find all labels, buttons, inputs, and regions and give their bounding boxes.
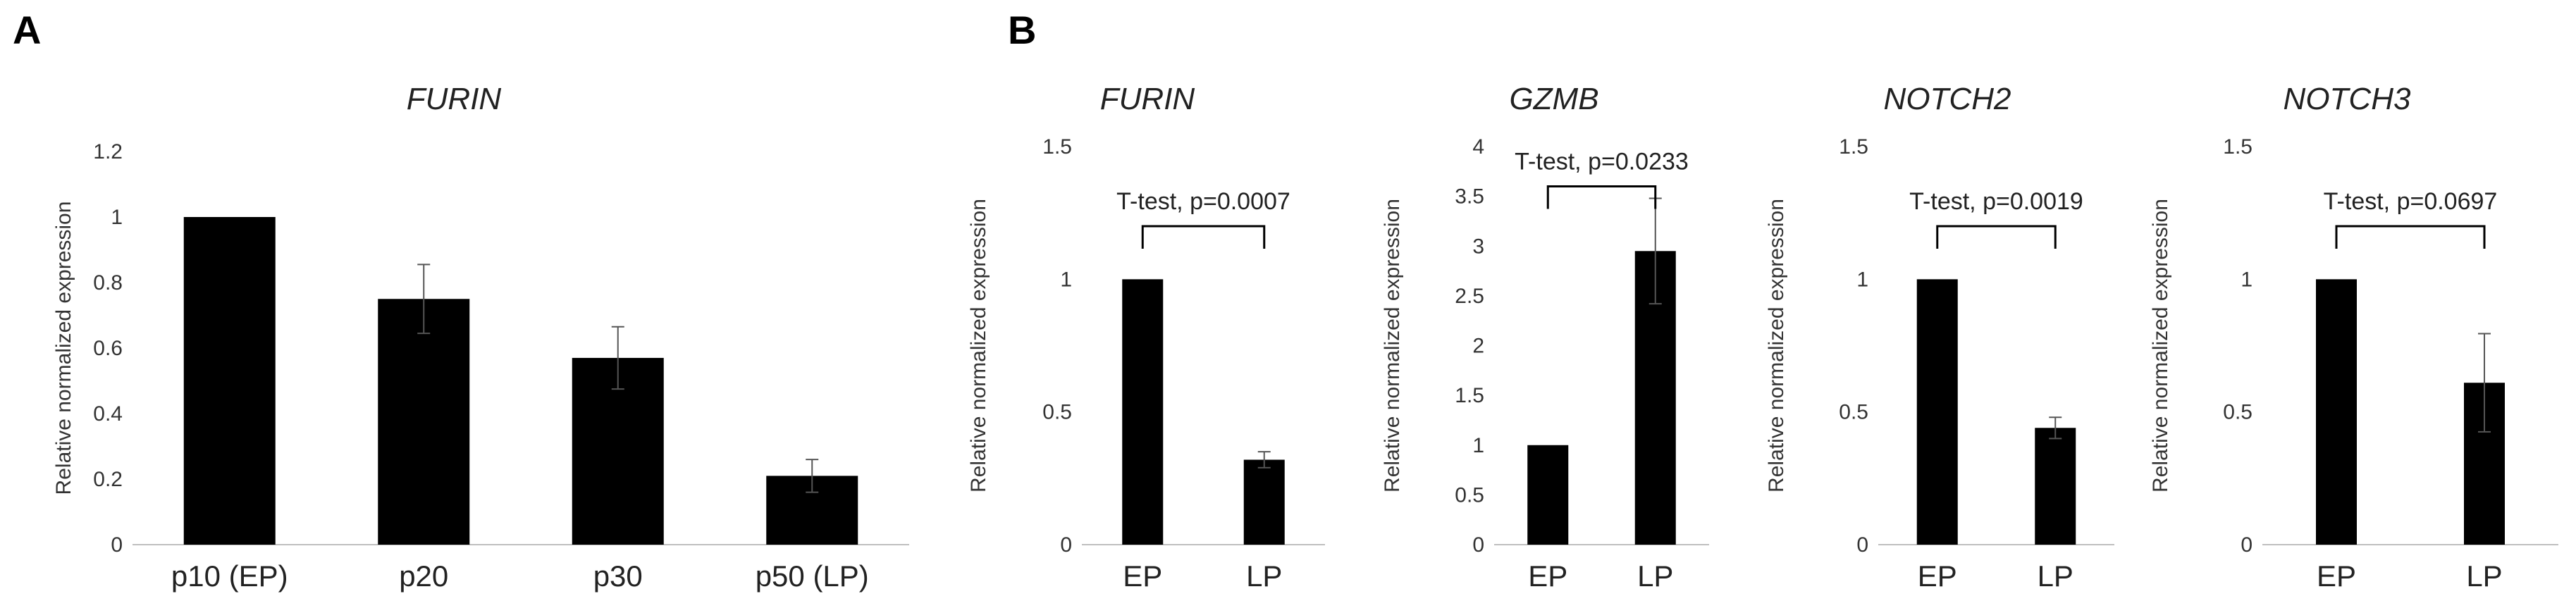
bar-3-0 (1916, 279, 1958, 545)
y-tick-label: 1 (1472, 434, 1484, 457)
y-tick-label: 0.4 (93, 402, 123, 426)
y-tick-label: 0.2 (93, 468, 123, 491)
significance-bracket-4 (2335, 225, 2486, 249)
category-label-3-1: LP (2038, 559, 2073, 593)
y-axis-label-3: Relative normalized expression (1765, 199, 1788, 493)
chart-title-0: FURIN (407, 82, 502, 116)
significance-label-1: T-test, p=0.0007 (1116, 188, 1290, 215)
category-label-4-0: EP (2317, 559, 2356, 593)
y-axis-label-1: Relative normalized expression (967, 199, 990, 493)
y-tick-label: 1.2 (93, 140, 123, 163)
chart-title-1: FURIN (1100, 82, 1195, 116)
panel-letter-a: A (13, 8, 41, 52)
category-label-3-0: EP (1918, 559, 1957, 593)
y-tick-label: 1 (1856, 268, 1868, 291)
chart-title-2: GZMB (1509, 82, 1598, 116)
y-tick-label: 1 (111, 206, 123, 229)
y-tick-label: 0 (1060, 533, 1072, 557)
y-tick-label: 0.5 (1839, 401, 1868, 424)
y-tick-label: 0 (2241, 533, 2253, 557)
significance-label-4: T-test, p=0.0697 (2324, 188, 2498, 215)
y-tick-label: 4 (1472, 135, 1484, 159)
significance-bracket-2 (1546, 185, 1657, 209)
bar-1-1 (1243, 459, 1285, 545)
significance-bracket-3 (1936, 225, 2057, 249)
y-tick-label: 1.5 (2223, 135, 2253, 159)
bar-1-0 (1122, 279, 1164, 545)
chart-title-4: NOTCH3 (2284, 82, 2411, 116)
charts-group: FURIN Relative normalized expression 0 0.2 0… (52, 82, 2558, 593)
category-label-1-1: LP (1246, 559, 1282, 593)
category-label-0-1: p20 (399, 559, 448, 593)
y-tick-label: 0.8 (93, 271, 123, 295)
y-axis-label-2: Relative normalized expression (1381, 199, 1404, 493)
y-tick-label: 0.6 (93, 337, 123, 360)
y-tick-label: 0.5 (2223, 401, 2253, 424)
category-label-0-3: p50 (LP) (756, 559, 869, 593)
significance-label-2: T-test, p=0.0233 (1515, 149, 1689, 175)
y-tick-label: 2 (1472, 335, 1484, 358)
chart-title-3: NOTCH2 (1884, 82, 2011, 116)
category-label-0-2: p30 (593, 559, 643, 593)
panel-letter-b: B (1008, 8, 1036, 52)
bar-4-0 (2316, 279, 2357, 545)
category-label-1-0: EP (1123, 559, 1162, 593)
y-tick-label: 1.5 (1455, 384, 1484, 407)
category-label-0-0: p10 (EP) (171, 559, 288, 593)
y-tick-label: 1.5 (1042, 135, 1072, 159)
y-tick-label: 1.5 (1839, 135, 1868, 159)
bar-0-0 (183, 217, 276, 545)
category-label-2-1: LP (1637, 559, 1673, 593)
y-axis-label-4: Relative normalized expression (2149, 199, 2172, 493)
y-tick-label: 0 (1472, 533, 1484, 557)
y-tick-label: 0.5 (1455, 483, 1484, 507)
category-label-2-0: EP (1528, 559, 1567, 593)
y-tick-label: 1 (2241, 268, 2253, 291)
y-tick-label: 1 (1060, 268, 1072, 291)
bar-0-1 (378, 299, 470, 545)
y-tick-label: 0.5 (1042, 401, 1072, 424)
y-axis-label-0: Relative normalized expression (52, 202, 75, 495)
category-label-4-1: LP (2466, 559, 2502, 593)
bar-2-0 (1527, 445, 1569, 545)
y-tick-label: 0 (111, 533, 123, 557)
y-tick-label: 2.5 (1455, 285, 1484, 308)
significance-bracket-1 (1141, 225, 1266, 249)
y-tick-label: 0 (1856, 533, 1868, 557)
bar-3-1 (2035, 428, 2076, 545)
y-tick-label: 3.5 (1455, 185, 1484, 209)
y-tick-label: 3 (1472, 235, 1484, 258)
significance-label-3: T-test, p=0.0019 (1909, 188, 2083, 215)
